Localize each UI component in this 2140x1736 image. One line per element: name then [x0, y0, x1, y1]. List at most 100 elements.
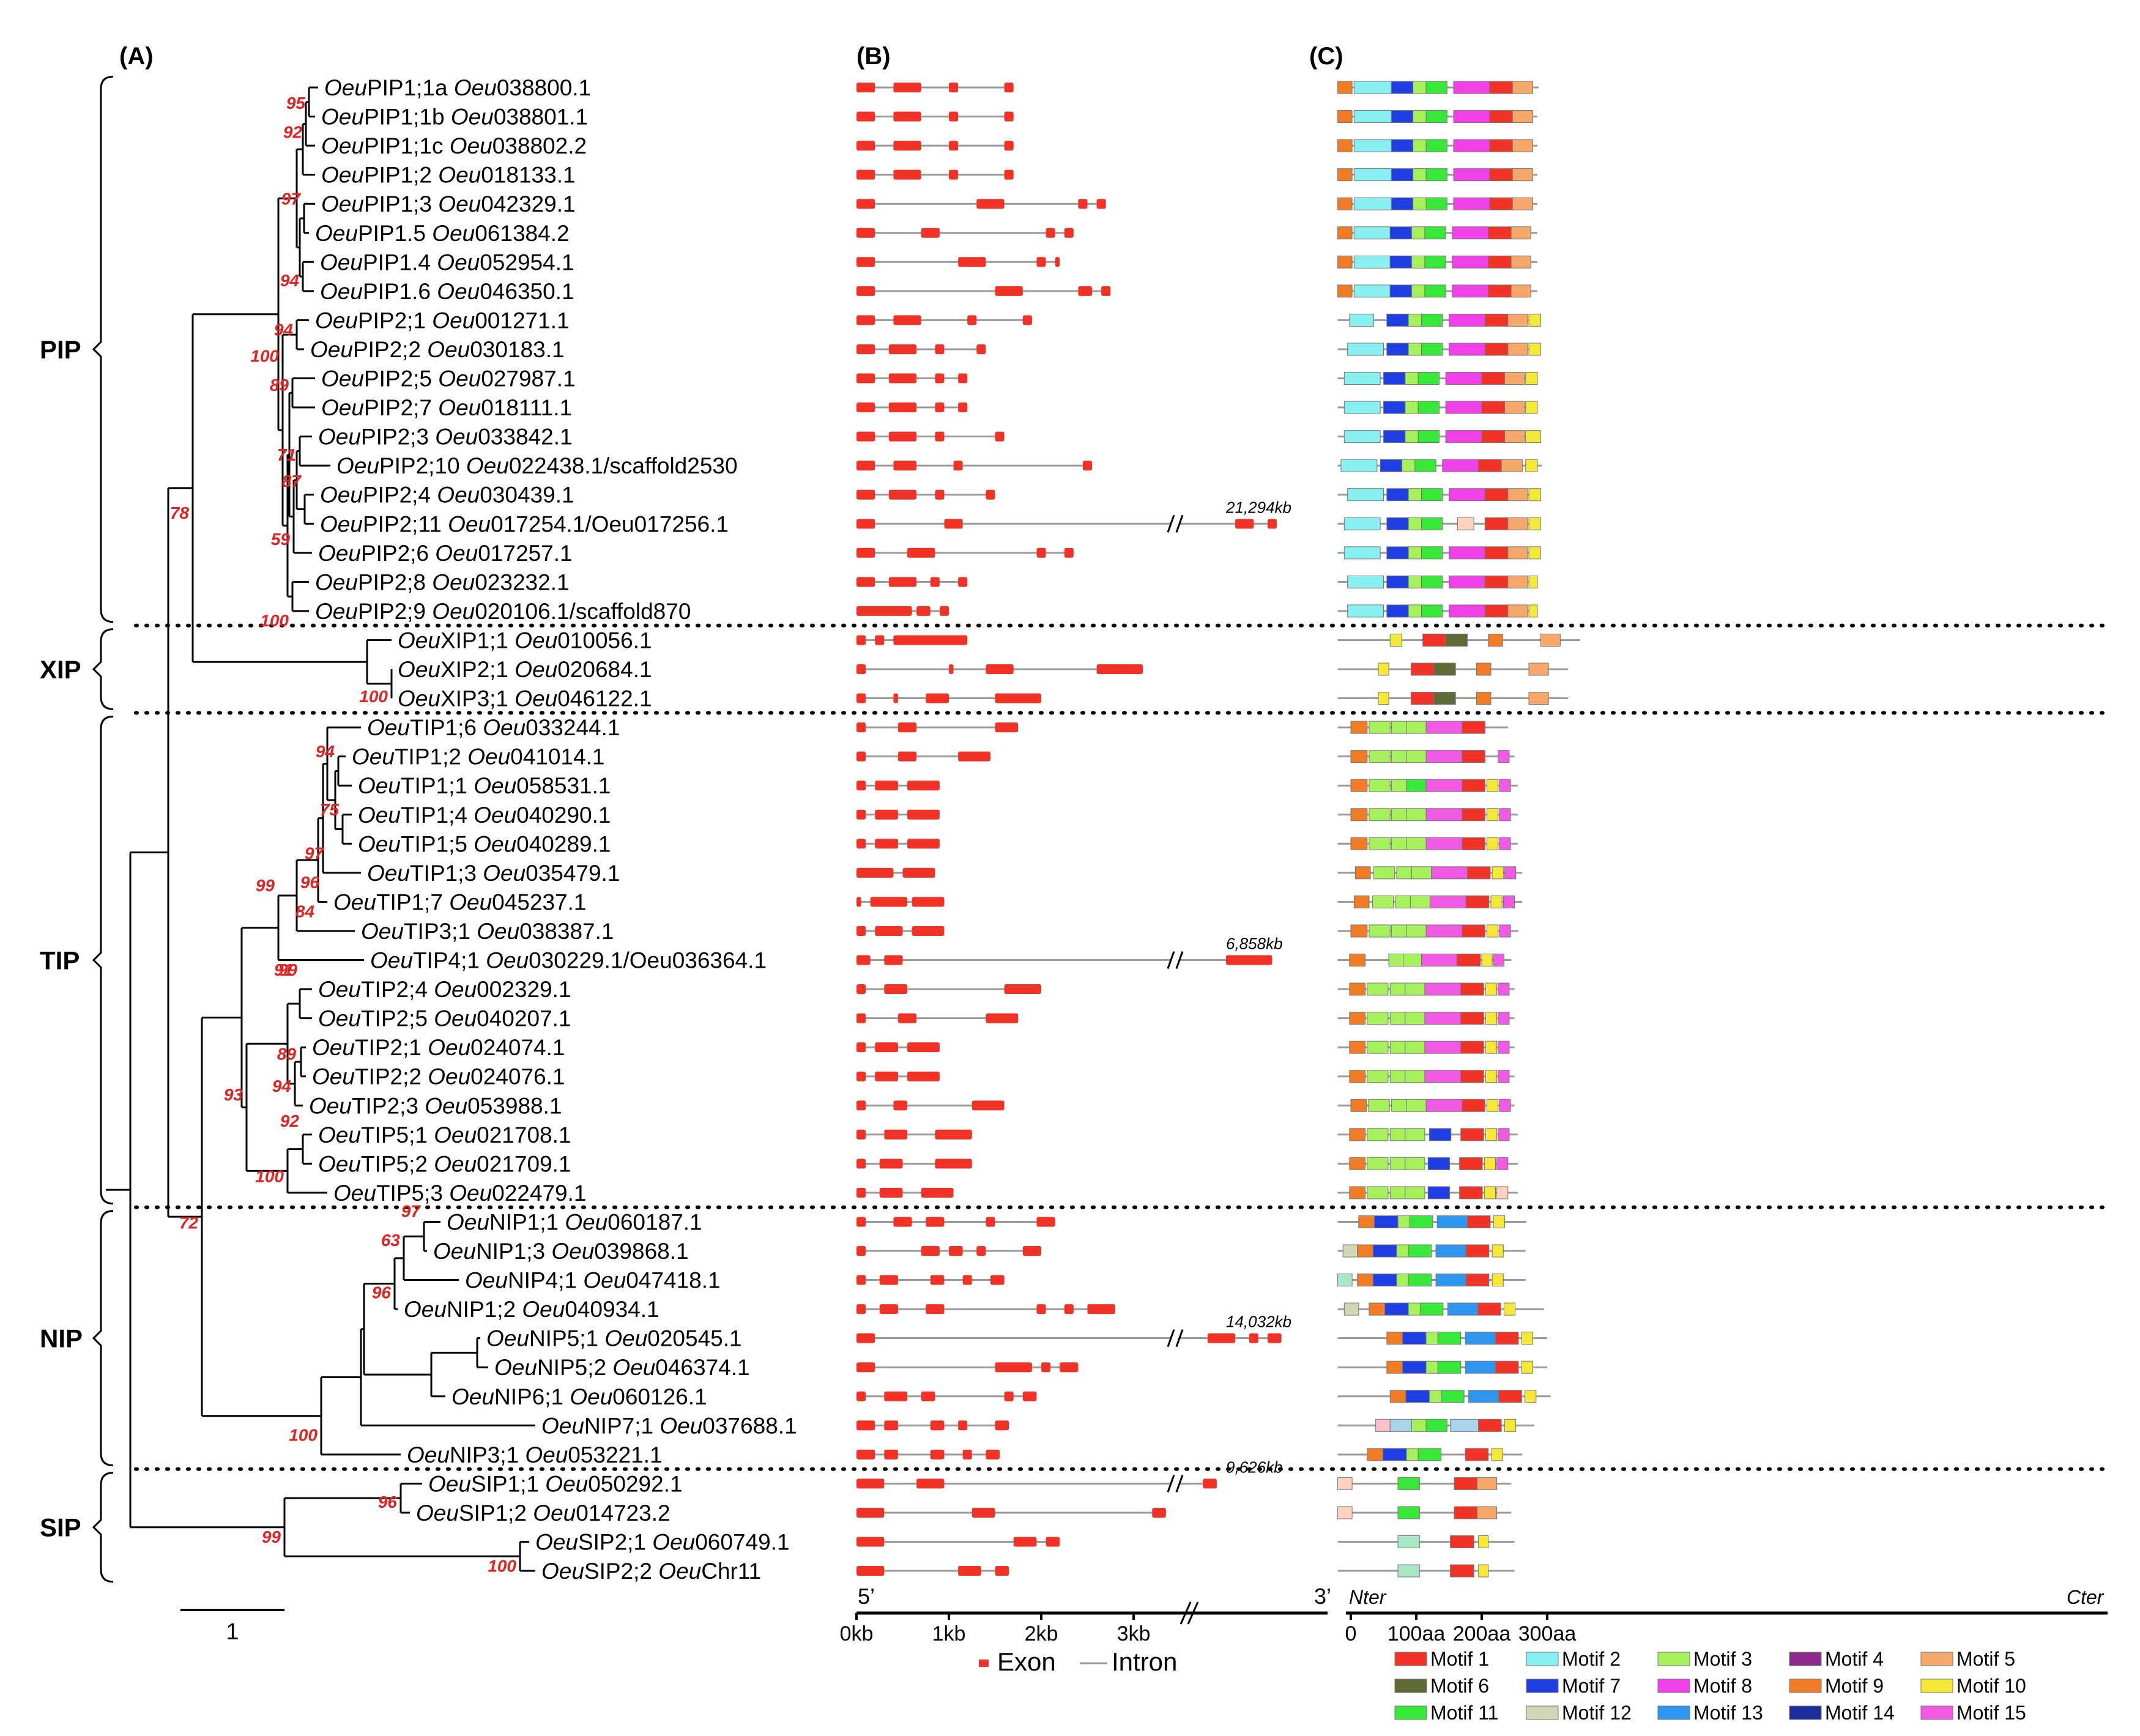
- motif-box: [1528, 546, 1541, 560]
- gene-gap: [432, 163, 438, 188]
- gene-prefix: Oeu: [312, 1064, 355, 1089]
- motif-box: [1424, 255, 1446, 269]
- motif-box: [1431, 866, 1468, 880]
- motif-box: [1452, 284, 1489, 298]
- exon-block: [907, 839, 940, 849]
- gene-prefix: Oeu: [309, 1093, 352, 1118]
- exon-block: [879, 1187, 903, 1198]
- motif-box: [1487, 779, 1499, 792]
- motif-box: [1495, 1360, 1519, 1374]
- motif-box: [1347, 488, 1384, 502]
- exon-block: [935, 1159, 972, 1169]
- intron-break: [1167, 1474, 1175, 1493]
- exon-block: [986, 1013, 1019, 1023]
- group-bracket: [92, 715, 114, 1205]
- gene-id-prefix: Oeu: [435, 425, 478, 450]
- motif-box: [1450, 1564, 1474, 1578]
- gene-name: SIP2;2: [584, 1559, 652, 1584]
- motif-box: [1485, 1128, 1498, 1141]
- motif-box: [1391, 197, 1414, 210]
- gene-id-prefix: Oeu: [486, 948, 529, 973]
- exon-block: [930, 1420, 945, 1431]
- gene-prefix: Oeu: [358, 773, 401, 798]
- exon-block: [926, 693, 949, 703]
- motif-box: [1343, 546, 1381, 560]
- exon-block: [1004, 141, 1014, 151]
- gene-label: OeuTIP1;4 Oeu040290.1: [358, 803, 611, 828]
- exon-block: [907, 781, 940, 791]
- exon-block: [856, 1071, 866, 1081]
- exon-block: [893, 1217, 912, 1227]
- motif-box: [1460, 1128, 1484, 1141]
- gene-prefix: Oeu: [428, 1471, 471, 1496]
- gene-id: 038387.1: [519, 919, 614, 944]
- gene-structures: 21,294kb 6,858kb 14,032kb 9,626kb: [856, 83, 1291, 1576]
- motif-box: [1353, 110, 1392, 124]
- exon-block: [884, 1449, 898, 1460]
- gene-label: OeuNIP1;3 Oeu039868.1: [433, 1239, 689, 1264]
- motif-box: [1528, 517, 1541, 530]
- gene-label: OeuSIP1;1 Oeu050292.1: [428, 1471, 683, 1496]
- exon-block: [893, 169, 921, 180]
- motif-box: [1507, 575, 1528, 588]
- gene-label: OeuPIP2;5 Oeu027987.1: [321, 366, 576, 391]
- motif-box: [1487, 837, 1499, 850]
- exon-block: [1087, 1304, 1115, 1315]
- gene-gap: [467, 773, 474, 798]
- exon-block: [930, 1449, 945, 1460]
- motif-box: [1405, 1186, 1425, 1200]
- motif-box: [1395, 895, 1411, 908]
- motif-legend-swatch: [1920, 1679, 1953, 1693]
- motif-box: [1425, 1099, 1463, 1112]
- gene-prefix: Oeu: [333, 1181, 376, 1206]
- motif-box: [1397, 1215, 1410, 1228]
- exon-block: [879, 1304, 898, 1315]
- intron-break: [1167, 514, 1175, 533]
- gene-id-prefix: Oeu: [438, 191, 481, 217]
- gene-name: TIP1;1: [401, 773, 467, 798]
- motif-box: [1449, 343, 1485, 356]
- motif-legend-label: Motif 9: [1825, 1675, 1884, 1697]
- gene-label: OeuNIP4;1 Oeu047418.1: [465, 1268, 721, 1293]
- gene-prefix: Oeu: [352, 744, 395, 770]
- motif-box: [1369, 779, 1391, 792]
- motif-box: [1389, 1157, 1406, 1170]
- exon-block: [921, 1246, 940, 1256]
- motif-box: [1353, 284, 1391, 298]
- motif-box: [1408, 488, 1422, 502]
- motif-box: [1389, 1128, 1406, 1141]
- motif-box: [1372, 1244, 1397, 1258]
- motif-box: [1422, 633, 1446, 647]
- motif-box: [1424, 982, 1462, 996]
- gene-prefix: Oeu: [320, 279, 363, 304]
- motif-box: [1391, 924, 1407, 938]
- exon-block: [1036, 547, 1046, 558]
- gene-prefix: Oeu: [320, 250, 363, 275]
- motif-box: [1353, 81, 1392, 94]
- bootstrap-value: 96: [300, 873, 320, 892]
- gene-gap: [432, 191, 438, 217]
- motif-box: [1369, 750, 1391, 763]
- motif-box: [1528, 692, 1549, 705]
- gene-label: OeuPIP1;1a Oeu038800.1: [324, 75, 591, 100]
- motif-box: [1406, 837, 1427, 850]
- gene-prefix: Oeu: [318, 425, 361, 450]
- exon-block: [958, 751, 990, 762]
- motif-box: [1391, 81, 1414, 94]
- gene-id-prefix: Oeu: [449, 889, 492, 914]
- gene-name: PIP1;1a: [367, 75, 448, 100]
- gene-label: OeuPIP1.6 Oeu046350.1: [320, 279, 574, 304]
- exon-block: [921, 1187, 954, 1198]
- exon-block: [930, 577, 940, 587]
- motif-box: [1337, 1506, 1353, 1519]
- gene-name: TIP2;4: [361, 977, 428, 1002]
- exon-block: [893, 83, 921, 92]
- gene-prefix: Oeu: [407, 1442, 450, 1467]
- gene-id: 020106.1/scaffold870: [475, 599, 691, 624]
- motif-box: [1413, 139, 1427, 152]
- motif-box: [1449, 575, 1485, 588]
- motif-box: [1487, 924, 1499, 938]
- exon-block: [958, 1420, 968, 1431]
- bootstrap-value: 71: [277, 445, 296, 464]
- gene-label: OeuTIP5;3 Oeu022479.1: [333, 1181, 586, 1206]
